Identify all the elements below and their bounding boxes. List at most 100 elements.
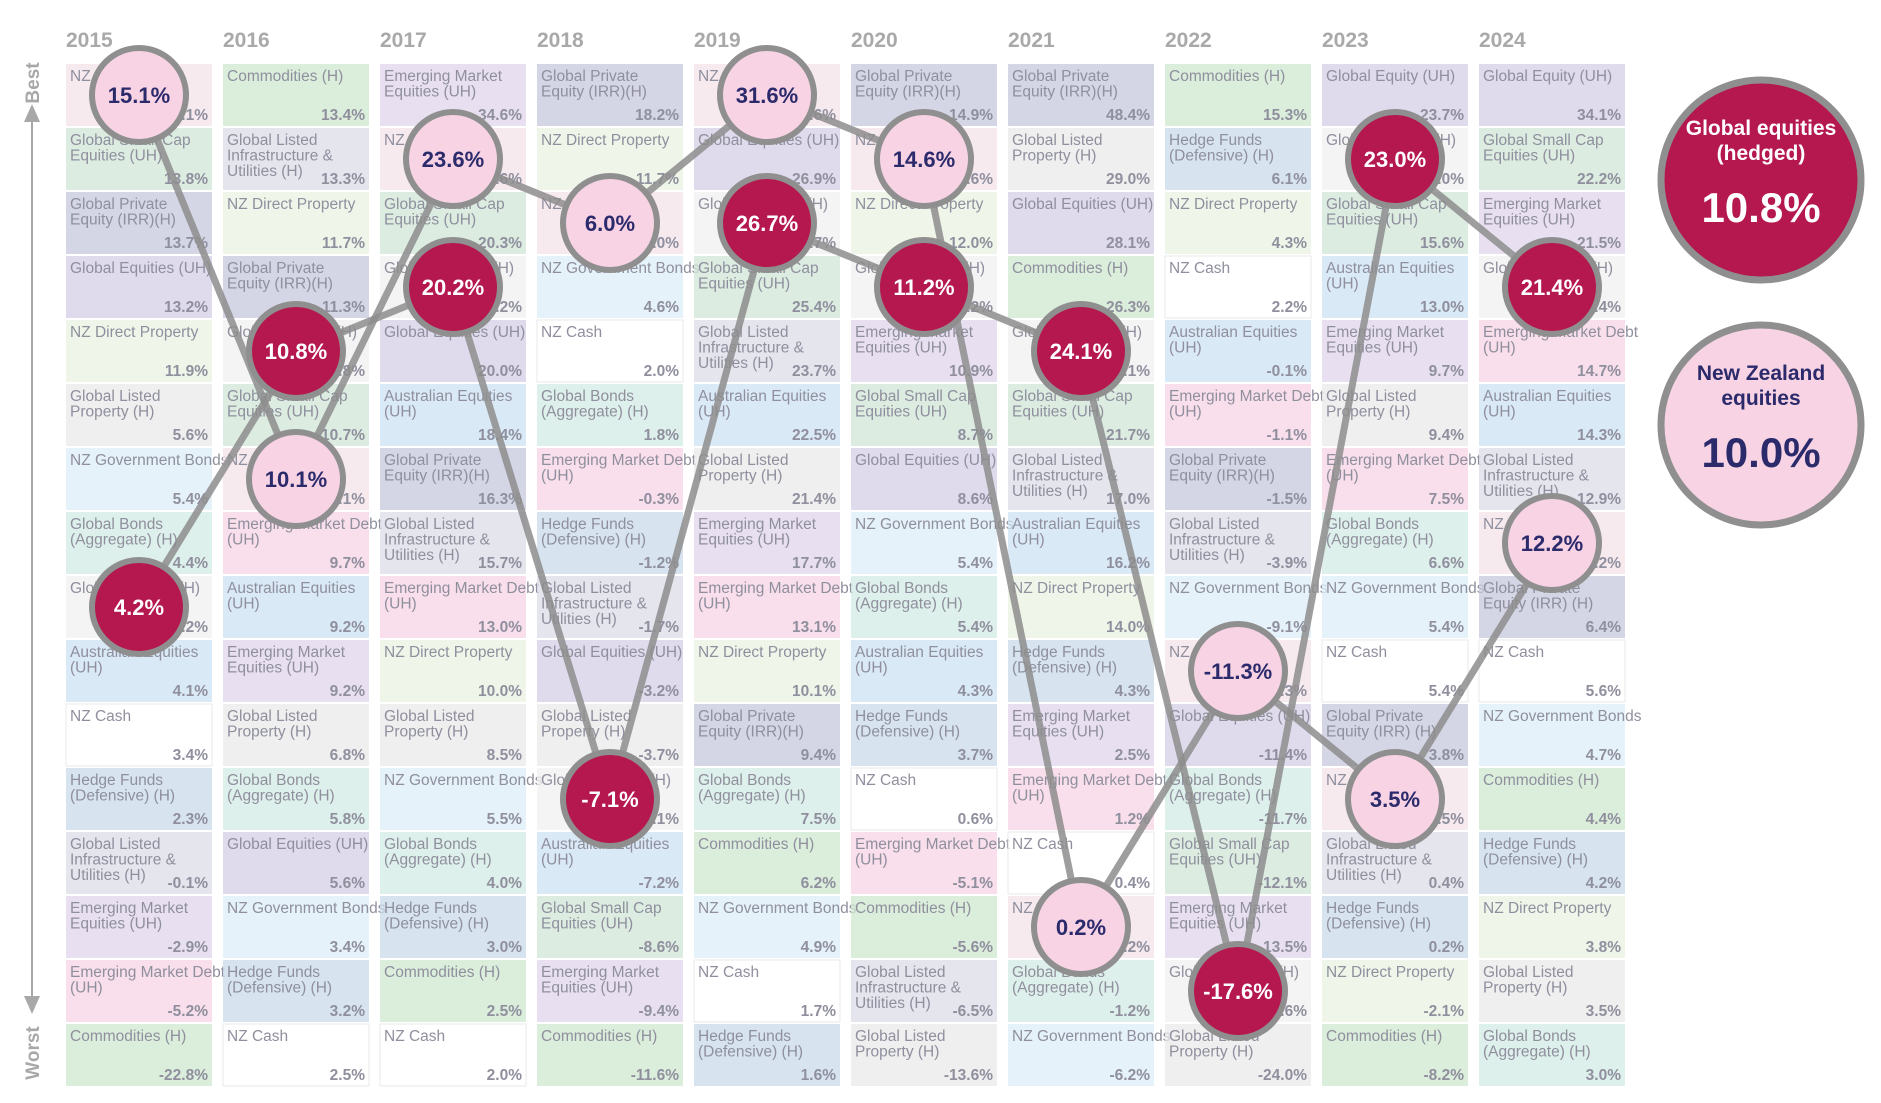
- asset-class-label: Equities (UH): [1326, 340, 1418, 357]
- return-value: 4.2%: [1586, 875, 1622, 892]
- asset-class-label: Commodities (H): [541, 1028, 657, 1045]
- asset-class-label: NZ Direct Property: [1012, 580, 1141, 597]
- cell-background: [223, 832, 369, 894]
- cell-background: [380, 576, 526, 638]
- cell-background: [1165, 832, 1311, 894]
- series-bubble: 6.0%: [560, 173, 660, 273]
- return-value: -12.1%: [1258, 875, 1307, 892]
- asset-class-label: Global Listed: [1169, 516, 1259, 533]
- return-cell: NZ Cash 0.6%: [850, 767, 998, 831]
- asset-class-label: Global Listed: [855, 964, 945, 981]
- return-cell: NZ Government Bonds 3.4%: [223, 896, 386, 958]
- asset-class-label: Equity (IRR)(H): [1012, 84, 1118, 101]
- return-value: 20.0%: [478, 363, 522, 380]
- bubble-value: 31.6%: [736, 83, 798, 108]
- return-value: 14.0%: [1106, 619, 1150, 636]
- asset-class-label: NZ Government Bonds: [855, 516, 1014, 533]
- series-bubble: 20.2%: [403, 237, 503, 337]
- cell-background: [1165, 320, 1311, 382]
- asset-class-label: Australian Equities: [384, 388, 513, 405]
- return-value: -5.6%: [953, 939, 994, 956]
- cell-background: [850, 767, 998, 831]
- asset-class-label: Global Listed: [1483, 964, 1573, 981]
- return-cell: Australian Equities(UH) 14.3%: [1479, 384, 1625, 446]
- asset-class-label: (Defensive) (H): [855, 724, 960, 741]
- return-cell: Australian Equities(UH)18.4%: [380, 384, 526, 446]
- return-value: 3.7%: [958, 747, 994, 764]
- return-value: 13.4%: [321, 107, 365, 124]
- arrow-up-icon: [24, 104, 40, 122]
- return-value: 0.4%: [1429, 875, 1465, 892]
- asset-class-label: Infrastructure &: [1012, 468, 1119, 485]
- asset-class-label: Global Private: [70, 196, 167, 213]
- return-value: 34.1%: [1577, 107, 1621, 124]
- asset-class-label: Infrastructure &: [855, 980, 962, 997]
- return-cell: Global Bonds(Aggregate) (H) 6.6%: [1322, 512, 1468, 574]
- return-value: -13.6%: [944, 1067, 993, 1084]
- bubble-circle: [717, 45, 817, 145]
- asset-class-label: Equities (UH): [698, 276, 790, 293]
- asset-class-label: Property (H): [1326, 404, 1410, 421]
- asset-class-label: Emerging Market: [1326, 324, 1445, 341]
- asset-class-label: (UH): [1326, 276, 1359, 293]
- return-value: 4.1%: [173, 683, 209, 700]
- year-label: 2020: [851, 29, 898, 52]
- asset-class-label: Global Listed: [1012, 132, 1102, 149]
- asset-class-label: Emerging Market Debt: [1169, 388, 1325, 405]
- return-cell: Commodities (H) -8.2%: [1322, 1024, 1468, 1086]
- return-value: 13.0%: [478, 619, 522, 636]
- asset-class-label: Global Equities (UH): [855, 452, 996, 469]
- return-value: 6.6%: [1429, 555, 1465, 572]
- return-cell: Commodities (H) 6.2%: [694, 832, 840, 894]
- bubble-circle: [1345, 109, 1445, 209]
- return-value: -8.2%: [1424, 1067, 1465, 1084]
- asset-class-label: Equities (UH): [227, 404, 319, 421]
- return-value: 20.3%: [478, 235, 522, 252]
- asset-class-label: NZ Government Bonds: [70, 452, 229, 469]
- return-value: 4.0%: [487, 875, 523, 892]
- cell-background: [537, 448, 683, 510]
- year-headers: 2015 2016 2017 2018 2019 2020 2021 2022 2023 2024: [66, 29, 1526, 52]
- return-cell: Australian Equities(UH) -0.1%: [1165, 320, 1311, 382]
- cell-background: [851, 960, 997, 1022]
- bubble-value: 23.0%: [1364, 147, 1426, 172]
- cell-background: [1165, 448, 1311, 510]
- asset-class-label: Global Bonds: [227, 772, 320, 789]
- asset-class-label: Utilities (H): [698, 355, 774, 372]
- asset-class-label: Emerging Market Debt: [698, 580, 854, 597]
- bubble-value: -7.1%: [581, 787, 638, 812]
- return-value: 3.5%: [1586, 1003, 1622, 1020]
- asset-class-label: Property (H): [855, 1044, 939, 1061]
- return-cell: NZ Direct Property 10.1%: [694, 640, 840, 702]
- asset-class-label: (Defensive) (H): [384, 916, 489, 933]
- bubble-circle: [89, 45, 189, 145]
- asset-class-label: Equities (UH): [698, 532, 790, 549]
- bubble-circle: [1502, 237, 1602, 337]
- asset-class-label: Infrastructure &: [1169, 532, 1276, 549]
- asset-class-label: Global Private: [1012, 68, 1109, 85]
- return-cell: Global Bonds(Aggregate) (H) 3.0%: [1479, 1024, 1625, 1086]
- bubble-value: 14.6%: [893, 147, 955, 172]
- series-bubble: 12.2%: [1502, 493, 1602, 593]
- year-label: 2022: [1165, 29, 1212, 52]
- bubble-circle: [874, 109, 974, 209]
- return-cell: Emerging Market Debt(UH) -1.1%: [1165, 384, 1325, 446]
- return-value: 5.6%: [1586, 683, 1622, 700]
- asset-class-label: (UH): [541, 468, 574, 485]
- return-value: -7.2%: [639, 875, 680, 892]
- asset-class-label: Global Private: [1326, 708, 1423, 725]
- asset-class-label: (UH): [1012, 532, 1045, 549]
- cell-background: [380, 512, 526, 574]
- asset-class-label: Utilities (H): [855, 995, 931, 1012]
- asset-class-label: (Aggregate) (H): [698, 788, 806, 805]
- cell-background: [1322, 960, 1468, 1022]
- return-cell: NZ Direct Property 3.8%: [1479, 896, 1625, 958]
